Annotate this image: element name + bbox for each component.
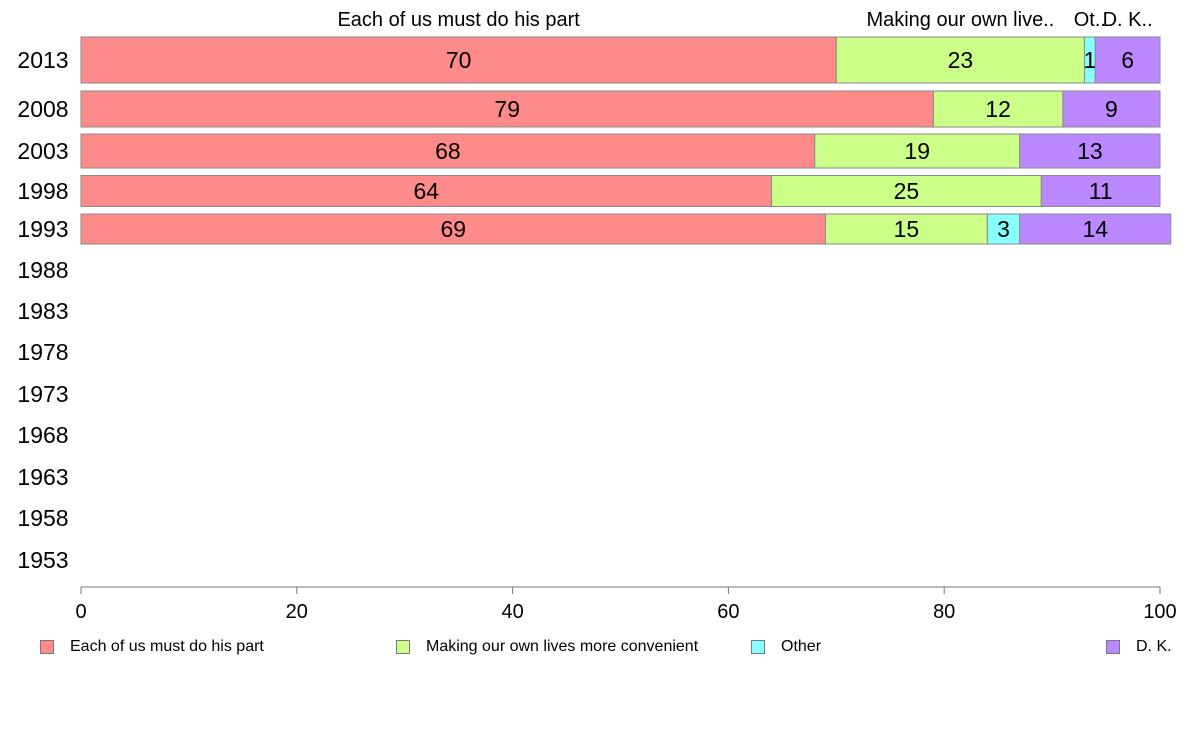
- legend-label-making-our-own-lives: Making our own lives more convenient: [426, 638, 699, 655]
- bar-label-1993-series-2: 3: [997, 216, 1010, 242]
- bar-2003-series-3: [1019, 133, 1161, 169]
- legend-label-each-of-us: Each of us must do his part: [70, 638, 264, 655]
- top-label-1: Making our own live..: [866, 9, 1054, 31]
- bar-label-2003-series-0: 68: [435, 138, 461, 164]
- bar-1993-series-0: [80, 213, 827, 245]
- bar-label-2008-series-1: 12: [985, 96, 1011, 122]
- bar-label-1998-series-3: 11: [1089, 178, 1113, 204]
- bar-1998-series-1: [771, 175, 1042, 207]
- bar-label-1998-series-0: 64: [413, 178, 439, 204]
- category-label-1963: 1963: [17, 464, 68, 490]
- legend-item-each-of-us: Each of us must do his part: [40, 638, 264, 656]
- bar-2013-series-3: [1094, 36, 1161, 84]
- legend-item-making-our-own-lives: Making our own lives more convenient: [396, 638, 698, 656]
- category-label-1993: 1993: [17, 216, 68, 242]
- category-label-1968: 1968: [17, 422, 68, 448]
- x-tick-label-40: 40: [501, 601, 523, 623]
- bar-1993-series-1: [825, 213, 988, 245]
- legend-label-other: Other: [781, 638, 822, 655]
- category-label-2013: 2013: [17, 47, 68, 73]
- bar-label-2013-series-3: 6: [1121, 47, 1134, 73]
- bar-label-1993-series-1: 15: [894, 216, 920, 242]
- x-tick-label-80: 80: [933, 601, 955, 623]
- top-label-2: Ot..: [1074, 9, 1106, 31]
- top-label-0: Each of us must do his part: [337, 9, 580, 31]
- bar-label-2008-series-0: 79: [494, 96, 520, 122]
- bar-2003-series-1: [814, 133, 1021, 169]
- category-label-2003: 2003: [17, 138, 68, 164]
- x-tick-label-20: 20: [286, 601, 308, 623]
- bar-label-2008-series-3: 9: [1105, 96, 1118, 122]
- bar-label-1993-series-3: 14: [1082, 216, 1108, 242]
- legend-swatch-each-of-us: [40, 640, 54, 654]
- legend-item-other: Other: [751, 638, 821, 656]
- bar-2013-series-1: [835, 36, 1085, 84]
- category-label-1998: 1998: [17, 178, 68, 204]
- bar-label-2013-series-2: 1: [1083, 47, 1096, 73]
- category-label-1958: 1958: [17, 505, 68, 531]
- top-label-3: D. K..: [1103, 9, 1153, 31]
- category-label-2008: 2008: [17, 96, 68, 122]
- legend-swatch-other: [751, 640, 765, 654]
- bar-1998-series-0: [80, 175, 773, 207]
- legend-item-dk: D. K.: [1106, 638, 1172, 656]
- legend-swatch-dk: [1106, 640, 1120, 654]
- bar-2013-series-0: [80, 36, 837, 84]
- bar-label-2013-series-0: 70: [446, 47, 472, 73]
- category-label-1973: 1973: [17, 381, 68, 407]
- bar-2008-series-3: [1062, 90, 1161, 128]
- x-tick-label-0: 0: [75, 601, 86, 623]
- legend-swatch-making-our-own-lives: [396, 640, 410, 654]
- bar-label-2013-series-1: 23: [948, 47, 974, 73]
- bar-2003-series-0: [80, 133, 816, 169]
- bar-label-2003-series-1: 19: [904, 138, 930, 164]
- category-label-1953: 1953: [17, 547, 68, 573]
- bar-2008-series-1: [932, 90, 1064, 128]
- bar-label-2003-series-3: 13: [1077, 138, 1103, 164]
- bar-1998-series-3: [1040, 175, 1161, 207]
- x-tick-label-100: 100: [1143, 601, 1176, 623]
- bar-label-1993-series-0: 69: [440, 216, 466, 242]
- legend: Each of us must do his part Making our o…: [0, 638, 1188, 662]
- bar-1993-series-2: [986, 213, 1021, 245]
- category-label-1988: 1988: [17, 257, 68, 283]
- bar-label-1998-series-1: 25: [894, 178, 920, 204]
- category-label-1978: 1978: [17, 339, 68, 365]
- legend-label-dk: D. K.: [1136, 638, 1172, 655]
- x-tick-label-60: 60: [717, 601, 739, 623]
- bar-1993-series-3: [1019, 213, 1172, 245]
- category-label-1983: 1983: [17, 298, 68, 324]
